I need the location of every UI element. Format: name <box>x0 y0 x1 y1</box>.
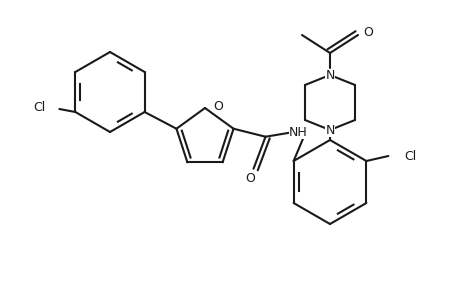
Text: N: N <box>325 68 334 82</box>
Text: NH: NH <box>289 126 307 139</box>
Text: Cl: Cl <box>403 149 416 163</box>
Text: O: O <box>213 100 223 112</box>
Text: O: O <box>362 26 372 40</box>
Text: Cl: Cl <box>33 100 45 113</box>
Text: N: N <box>325 124 334 136</box>
Text: O: O <box>245 172 255 185</box>
